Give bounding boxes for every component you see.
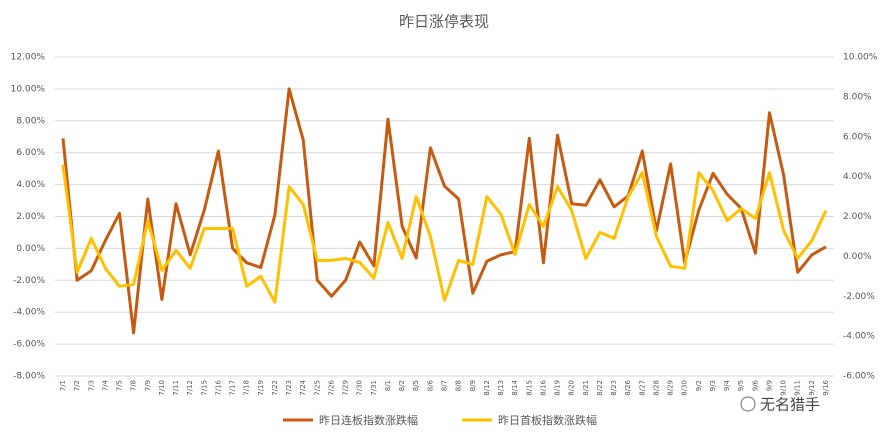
y2-tick-label: -6.00% [843, 372, 875, 382]
x-tick-label: 9/12 [808, 380, 816, 396]
x-tick-label: 9/6 [751, 379, 759, 391]
y-tick-label: 6.00% [16, 148, 45, 158]
x-tick-label: 9/16 [822, 379, 830, 395]
legend-label: 昨日连板指数涨跌幅 [319, 413, 418, 427]
y2-tick-label: -4.00% [843, 332, 875, 342]
y-tick-label: 8.00% [16, 116, 45, 126]
x-tick-label: 7/22 [271, 380, 279, 396]
y2-tick-label: 10.00% [843, 53, 878, 63]
x-tick-label: 9/11 [794, 380, 802, 396]
x-tick-label: 7/11 [172, 380, 180, 396]
x-tick-label: 7/17 [229, 380, 237, 396]
x-tick-label: 7/31 [370, 380, 378, 396]
x-tick-label: 8/26 [624, 379, 632, 395]
y2-tick-label: 8.00% [843, 92, 872, 102]
y-tick-label: 0.00% [16, 244, 45, 254]
x-tick-label: 8/9 [469, 380, 477, 391]
x-tick-label: 7/15 [200, 380, 208, 396]
x-tick-label: 7/12 [186, 380, 194, 396]
x-tick-label: 7/18 [243, 380, 251, 396]
x-tick-label: 9/5 [737, 380, 745, 391]
watermark: 无名猎手 [740, 396, 820, 414]
x-tick-label: 9/4 [723, 379, 731, 391]
y2-tick-label: 0.00% [843, 252, 872, 262]
x-tick-label: 8/12 [483, 380, 491, 396]
y-tick-label: -2.00% [13, 276, 45, 286]
y2-tick-label: 6.00% [843, 132, 872, 142]
x-tick-label: 7/23 [285, 380, 293, 396]
x-tick-label: 7/19 [257, 380, 265, 396]
watermark-icon [740, 396, 756, 412]
x-tick-label: 8/19 [554, 380, 562, 396]
x-tick-label: 9/3 [709, 380, 717, 391]
x-tick-label: 7/24 [299, 379, 307, 395]
y-tick-label: -8.00% [13, 372, 45, 382]
x-tick-label: 8/28 [652, 380, 660, 396]
x-tick-label: 8/7 [441, 380, 449, 391]
x-tick-label: 7/29 [342, 380, 350, 396]
x-tick-label: 8/2 [398, 380, 406, 391]
x-tick-label: 8/22 [596, 380, 604, 396]
legend-item: 昨日连板指数涨跌幅 [283, 413, 418, 427]
x-tick-label: 7/10 [158, 380, 166, 396]
x-tick-label: 8/14 [511, 379, 519, 395]
x-tick-label: 8/5 [412, 380, 420, 391]
y-tick-label: 2.00% [16, 212, 45, 222]
y-tick-label: -4.00% [13, 308, 45, 318]
x-tick-label: 7/9 [144, 380, 152, 391]
x-tick-label: 7/16 [214, 379, 222, 395]
x-tick-label: 7/2 [73, 380, 81, 391]
x-tick-label: 7/30 [356, 380, 364, 396]
x-tick-label: 9/9 [765, 380, 773, 391]
x-tick-label: 7/8 [130, 380, 138, 391]
x-tick-label: 7/1 [59, 380, 67, 391]
x-tick-label: 9/10 [780, 380, 788, 396]
y-tick-label: 4.00% [16, 180, 45, 190]
x-tick-label: 8/16 [539, 379, 547, 395]
series-line [61, 164, 828, 304]
y2-tick-label: 4.00% [843, 172, 872, 182]
y2-tick-label: 2.00% [843, 212, 872, 222]
x-tick-label: 8/15 [525, 380, 533, 396]
x-tick-label: 8/23 [610, 380, 618, 396]
x-tick-label: 9/2 [695, 380, 703, 391]
x-tick-label: 7/4 [101, 379, 109, 391]
x-tick-label: 8/29 [667, 380, 675, 396]
x-tick-label: 8/8 [455, 380, 463, 391]
x-tick-label: 8/30 [681, 380, 689, 396]
x-tick-label: 7/5 [116, 380, 124, 391]
x-tick-label: 8/1 [384, 380, 392, 391]
y2-tick-label: -2.00% [843, 292, 875, 302]
y-tick-label: 12.00% [11, 53, 46, 63]
x-tick-label: 7/26 [327, 379, 335, 395]
watermark-text: 无名猎手 [760, 396, 820, 414]
x-tick-label: 7/25 [313, 380, 321, 396]
legend-item: 昨日首板指数涨跌幅 [462, 413, 597, 427]
x-tick-label: 8/20 [568, 380, 576, 396]
y-tick-label: 10.00% [11, 84, 46, 94]
x-tick-label: 7/3 [87, 380, 95, 391]
series-line [61, 87, 827, 335]
x-tick-label: 8/27 [638, 380, 646, 396]
x-tick-label: 8/13 [497, 380, 505, 396]
x-tick-label: 8/21 [582, 380, 590, 396]
chart-title: 昨日涨停表现 [399, 13, 489, 31]
x-tick-label: 8/6 [426, 379, 434, 391]
legend-label: 昨日首板指数涨跌幅 [498, 413, 597, 427]
y-tick-label: -6.00% [13, 340, 45, 350]
